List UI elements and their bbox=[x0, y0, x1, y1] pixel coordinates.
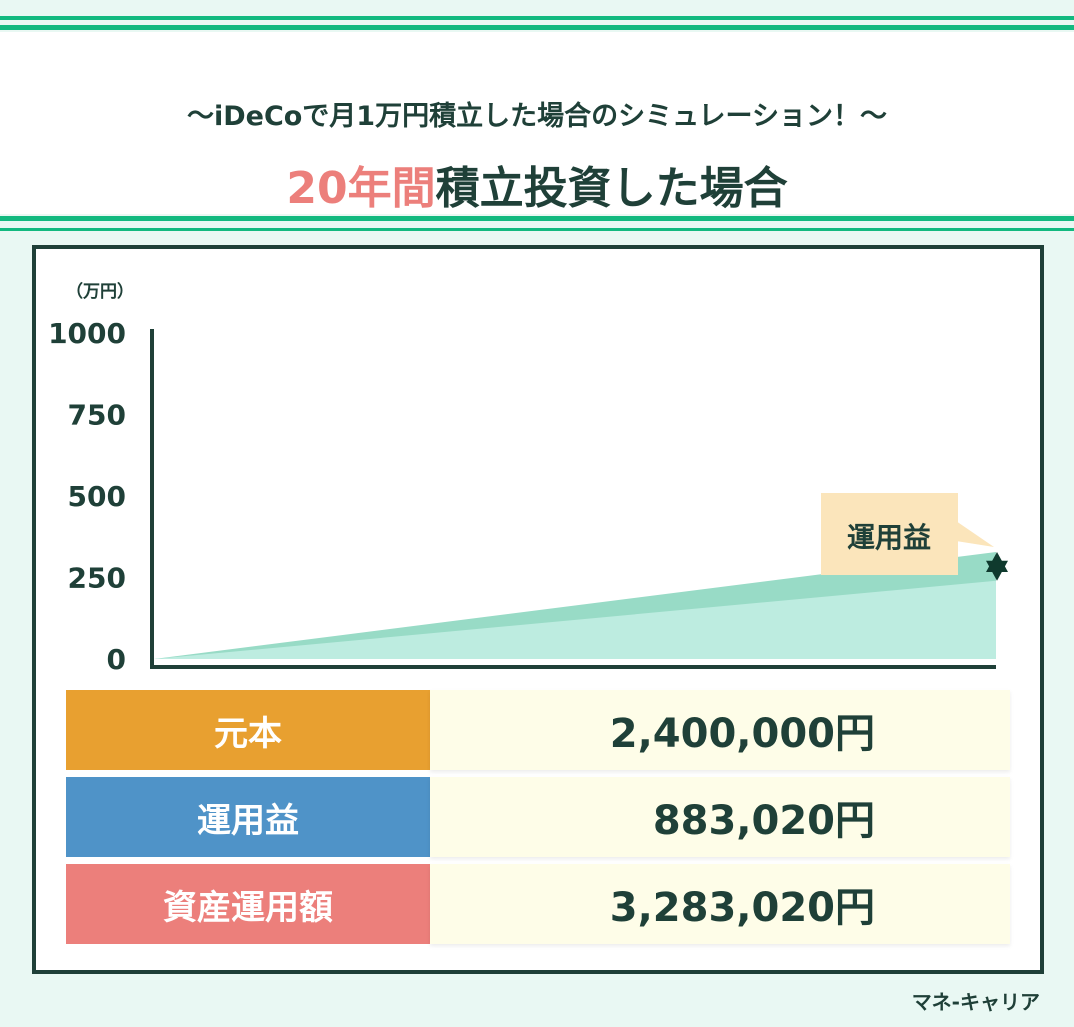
y-tick-label: 250 bbox=[68, 562, 126, 595]
annotation-label: 運用益 bbox=[847, 521, 931, 554]
y-tick-label: 1000 bbox=[48, 317, 126, 350]
title-rest: 積立投資した場合 bbox=[435, 163, 788, 214]
page-title: 20年間積立投資した場合 bbox=[0, 152, 1074, 216]
chart: （万円） 1000 750 500 250 0 運用益 bbox=[48, 281, 1008, 676]
table-row: 元本 2,400,000円 bbox=[66, 690, 1010, 770]
title-highlight: 20年間 bbox=[286, 163, 436, 214]
row-label: 運用益 bbox=[66, 777, 430, 857]
arrow-down-icon bbox=[986, 560, 1008, 581]
row-value: 3,283,020円 bbox=[430, 864, 1010, 944]
y-tick-label: 750 bbox=[68, 399, 126, 432]
row-value: 2,400,000円 bbox=[430, 690, 1010, 770]
header-line bbox=[0, 216, 1074, 221]
y-tick-label: 0 bbox=[107, 643, 126, 676]
table-row: 資産運用額 3,283,020円 bbox=[66, 864, 1010, 944]
header-line bbox=[0, 228, 1074, 231]
subtitle: 〜iDeCoで月1万円積立した場合のシミュレーション！〜 bbox=[186, 101, 888, 132]
row-label: 元本 bbox=[66, 690, 430, 770]
chart-panel: （万円） 1000 750 500 250 0 運用益 元本 2,400,000円 運用益 88… bbox=[32, 245, 1044, 974]
brand-logo: マネ-キャリア bbox=[911, 990, 1040, 1014]
row-label: 資産運用額 bbox=[66, 864, 430, 944]
y-tick-label: 500 bbox=[68, 480, 126, 513]
table-row: 運用益 883,020円 bbox=[66, 777, 1010, 857]
annotation-box bbox=[821, 493, 958, 575]
row-value: 883,020円 bbox=[430, 777, 1010, 857]
y-axis-label: （万円） bbox=[66, 281, 134, 302]
header: 〜iDeCoで月1万円積立した場合のシミュレーション！〜 20年間積立投資した場… bbox=[0, 32, 1074, 214]
header-line bbox=[0, 25, 1074, 30]
annotation-pointer bbox=[956, 521, 994, 547]
area-principal bbox=[154, 580, 996, 659]
header-line bbox=[0, 16, 1074, 20]
